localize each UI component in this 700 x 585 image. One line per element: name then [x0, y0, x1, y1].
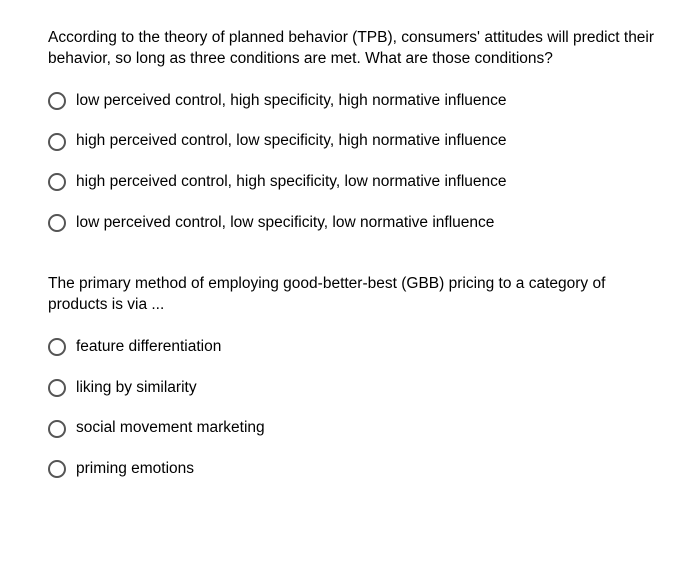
option-label: low perceived control, low specificity, … [76, 214, 494, 233]
radio-icon [48, 173, 66, 191]
option-row[interactable]: high perceived control, low specificity,… [48, 132, 660, 151]
option-label: liking by similarity [76, 379, 197, 398]
option-row[interactable]: high perceived control, high specificity… [48, 173, 660, 192]
question-prompt: According to the theory of planned behav… [48, 28, 660, 70]
radio-icon [48, 92, 66, 110]
option-row[interactable]: liking by similarity [48, 379, 660, 398]
option-row[interactable]: low perceived control, low specificity, … [48, 214, 660, 233]
question-prompt: The primary method of employing good-bet… [48, 274, 660, 316]
option-row[interactable]: feature differentiation [48, 338, 660, 357]
question-1: According to the theory of planned behav… [48, 28, 660, 232]
radio-icon [48, 379, 66, 397]
radio-icon [48, 338, 66, 356]
option-row[interactable]: low perceived control, high specificity,… [48, 92, 660, 111]
option-label: feature differentiation [76, 338, 221, 357]
question-2: The primary method of employing good-bet… [48, 274, 660, 478]
option-label: low perceived control, high specificity,… [76, 92, 507, 111]
radio-icon [48, 460, 66, 478]
option-row[interactable]: social movement marketing [48, 419, 660, 438]
option-label: priming emotions [76, 460, 194, 479]
radio-icon [48, 214, 66, 232]
option-label: high perceived control, high specificity… [76, 173, 507, 192]
option-label: social movement marketing [76, 419, 265, 438]
radio-icon [48, 420, 66, 438]
option-label: high perceived control, low specificity,… [76, 132, 507, 151]
option-row[interactable]: priming emotions [48, 460, 660, 479]
radio-icon [48, 133, 66, 151]
